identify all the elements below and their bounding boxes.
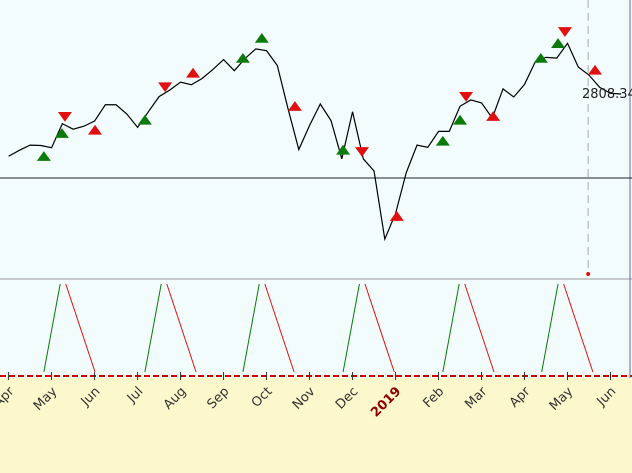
buy-marker: [36, 151, 51, 161]
exit-marker: [186, 67, 201, 78]
rise-line: [43, 283, 559, 373]
exit-marker: [389, 211, 404, 221]
price-line: [8, 42, 622, 242]
exit-marker: [588, 64, 603, 75]
buy-marker: [435, 135, 450, 146]
exit-marker: [287, 101, 302, 111]
buy-marker: [235, 52, 250, 63]
exit-marker: [486, 111, 501, 121]
sell-marker: [557, 27, 572, 37]
buy-marker: [453, 114, 468, 125]
buy-marker: [551, 38, 566, 48]
buy-marker: [54, 128, 69, 138]
cursor-dot: [586, 272, 591, 276]
sell-marker: [57, 111, 72, 122]
price-label: 2808.34: [582, 87, 632, 102]
buy-marker: [254, 32, 269, 43]
fall-line: [65, 283, 594, 373]
exit-marker: [88, 124, 103, 135]
sell-marker: [459, 91, 474, 102]
buy-marker: [336, 144, 351, 155]
buy-marker: [533, 52, 548, 63]
plot-background: [0, 0, 632, 378]
axis-background: [0, 378, 632, 473]
sell-marker: [355, 147, 370, 157]
sell-marker: [158, 82, 173, 93]
buy-marker: [137, 114, 152, 125]
